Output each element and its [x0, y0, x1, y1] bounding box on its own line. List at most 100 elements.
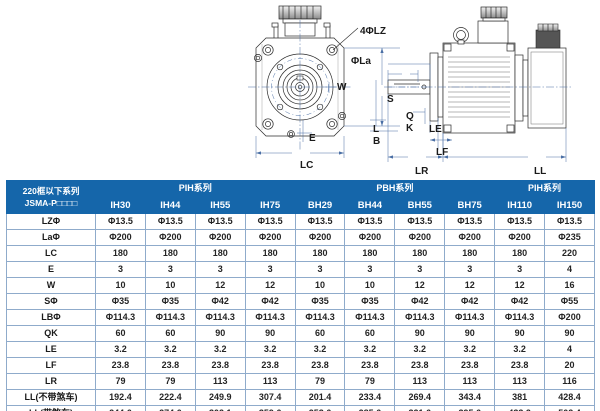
table-row: LaΦ Φ200 Φ200 Φ200 Φ200 Φ200 Φ200 Φ200 Φ200 Φ200 Φ…	[6, 229, 595, 246]
label-ll: LL	[534, 166, 547, 177]
table-row: QK 60 60 90 90 60 60 90 90 90 90	[6, 325, 595, 342]
table-cell: 180	[294, 245, 346, 262]
table-row: LF 23.8 23.8 23.8 23.8 23.8 23.8 23.8 23.8 23.8 20	[6, 357, 595, 374]
column-header-ih150: IH150	[544, 196, 595, 214]
column-group-header: PIH系列	[95, 180, 296, 197]
table-cell: 23.8	[95, 357, 146, 374]
row-label: LE	[6, 341, 96, 358]
table-row: LBΦ Φ114.3 Φ114.3 Φ114.3 Φ114.3 Φ114.3 Φ114.3 Φ…	[6, 309, 595, 326]
table-cell: 3.2	[95, 341, 146, 358]
table-cell: 10	[344, 277, 396, 294]
table-cell: 60	[294, 325, 346, 342]
table-row: LC 180 180 180 180 180 180 180 180 180 220	[6, 245, 595, 262]
table-cell: Φ35	[144, 293, 196, 310]
side-view-dimensions	[344, 47, 567, 162]
table-cell: Φ42	[194, 293, 246, 310]
column-header-ih55: IH55	[194, 196, 246, 214]
table-cell: 23.8	[394, 357, 446, 374]
table-cell: Φ200	[494, 229, 546, 246]
table-body: LZΦ Φ13.5 Φ13.5 Φ13.5 Φ13.5 Φ13.5 Φ13.5 Φ13.5 Φ1…	[6, 213, 595, 411]
row-label: W	[6, 277, 96, 294]
column-header-bh29: BH29	[294, 196, 346, 214]
table-row: LZΦ Φ13.5 Φ13.5 Φ13.5 Φ13.5 Φ13.5 Φ13.5 Φ13.5 Φ1…	[6, 213, 595, 230]
table-cell: 180	[244, 245, 296, 262]
table-cell: 3	[444, 261, 496, 278]
row-label: QK	[6, 325, 96, 342]
table-cell: 12	[194, 277, 246, 294]
label-q: Q	[406, 111, 414, 122]
table-cell: 16	[544, 277, 595, 294]
table-cell: 90	[544, 325, 595, 342]
table-cell: 285.6	[344, 405, 396, 411]
table-cell: 359.6	[244, 405, 296, 411]
side-view	[384, 6, 572, 134]
table-cell: 3	[294, 261, 346, 278]
table-cell: 222.4	[144, 389, 196, 406]
column-group-header: PBH系列	[294, 180, 496, 197]
table-header: 220框以下系列 JSMA-P□□□□ PIH系列 PBH系列 PIH系列 IH30…	[6, 180, 595, 214]
table-cell: 502.4	[544, 405, 595, 411]
table-cell: 3.2	[294, 341, 346, 358]
label-le: LE	[429, 124, 442, 135]
table-cell: 12	[244, 277, 296, 294]
table-cell: 60	[144, 325, 196, 342]
table-cell: 79	[344, 373, 396, 390]
table-cell: Φ200	[294, 229, 346, 246]
table-cell: 60	[95, 325, 146, 342]
table-cell: Φ114.3	[144, 309, 196, 326]
label-e: E	[309, 133, 316, 144]
table-cell: 3.2	[494, 341, 546, 358]
drawing-svg	[248, 5, 572, 162]
table-cell: 180	[444, 245, 496, 262]
table-cell: 3	[95, 261, 146, 278]
specification-table-container: 220框以下系列 JSMA-P□□□□ PIH系列 PBH系列 PIH系列 IH30…	[6, 180, 595, 411]
table-cell: 343.4	[444, 389, 496, 406]
table-cell: 23.8	[244, 357, 296, 374]
table-cell: Φ114.3	[95, 309, 146, 326]
label-4phi-lz: 4ΦLZ	[360, 26, 386, 37]
table-cell: 90	[494, 325, 546, 342]
header-column-row: IH30 IH44 IH55 IH75 BH29 BH44 BH55 BH75 IH110 IH1…	[7, 196, 595, 214]
table-cell: 269.4	[394, 389, 446, 406]
table-cell: 113	[444, 373, 496, 390]
column-header-bh55: BH55	[394, 196, 446, 214]
column-header-ih110: IH110	[494, 196, 546, 214]
table-row: W 10 10 12 12 10 10 12 12 12 16	[6, 277, 595, 294]
table-cell: Φ13.5	[444, 213, 496, 230]
table-cell: 3.2	[344, 341, 396, 358]
table-cell: Φ13.5	[194, 213, 246, 230]
table-cell: 233.4	[344, 389, 396, 406]
table-cell: 23.8	[194, 357, 246, 374]
table-cell: 381	[494, 389, 546, 406]
header-group-row: 220框以下系列 JSMA-P□□□□ PIH系列 PBH系列 PIH系列	[6, 180, 595, 214]
table-cell: 395.6	[444, 405, 496, 411]
table-cell: 10	[144, 277, 196, 294]
table-cell: Φ200	[544, 309, 595, 326]
table-cell: 180	[144, 245, 196, 262]
table-cell: 90	[244, 325, 296, 342]
table-cell: Φ13.5	[144, 213, 196, 230]
table-cell: 192.4	[95, 389, 146, 406]
table-cell: Φ200	[194, 229, 246, 246]
front-view-dimensions	[255, 82, 345, 158]
table-cell: 12	[494, 277, 546, 294]
table-cell: 10	[95, 277, 146, 294]
table-cell: Φ13.5	[544, 213, 595, 230]
row-label: LR	[6, 373, 96, 390]
row-label: LF	[6, 357, 96, 374]
column-header-bh75: BH75	[444, 196, 496, 214]
table-cell: 79	[294, 373, 346, 390]
table-cell: Φ200	[144, 229, 196, 246]
table-cell: 3	[494, 261, 546, 278]
table-cell: Φ35	[294, 293, 346, 310]
table-cell: 3.2	[144, 341, 196, 358]
table-cell: 201.4	[294, 389, 346, 406]
table-cell: 4	[544, 341, 595, 358]
table-cell: 302.1	[194, 405, 246, 411]
table-cell: 3.2	[394, 341, 446, 358]
table-cell: 307.4	[244, 389, 296, 406]
row-label: LC	[6, 245, 96, 262]
table-cell: Φ114.3	[444, 309, 496, 326]
row-label: SΦ	[6, 293, 96, 310]
